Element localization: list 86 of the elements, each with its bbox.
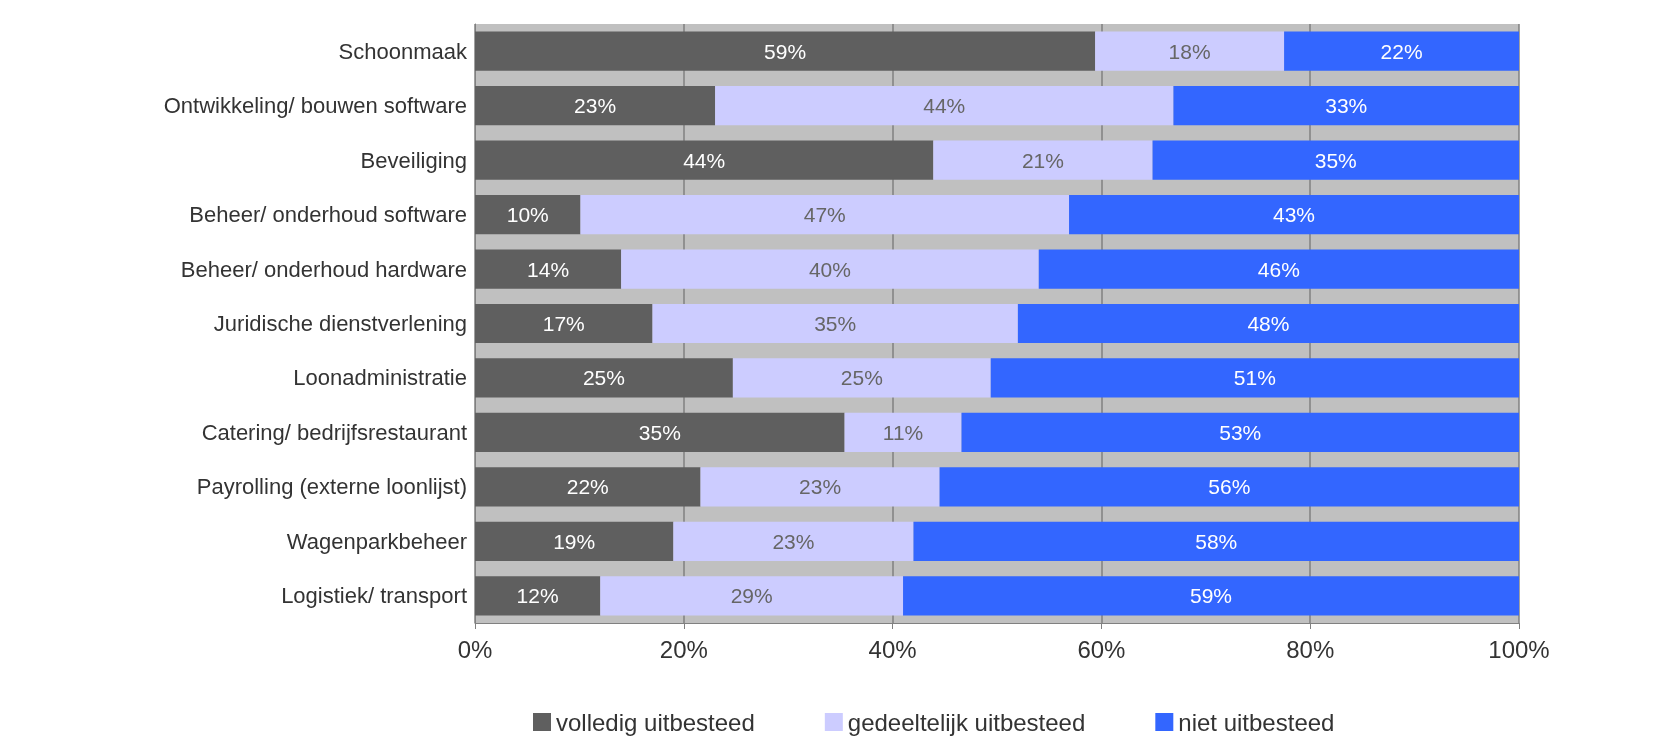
bar	[673, 521, 914, 561]
bar	[580, 194, 1070, 235]
bar	[1017, 303, 1519, 344]
data-label: 47%	[803, 203, 846, 227]
data-label: 18%	[1168, 39, 1211, 63]
data-label: 35%	[814, 312, 857, 335]
legend-label: volledig uitbesteed	[556, 708, 755, 736]
bar	[933, 140, 1153, 180]
data-label: 29%	[730, 584, 773, 608]
y-tick-label: Schoonmaak	[338, 38, 468, 64]
data-label: 44%	[683, 148, 726, 172]
data-label: 22%	[566, 475, 609, 499]
data-label: 22%	[1380, 39, 1423, 63]
bar	[913, 521, 1519, 561]
bar	[475, 521, 674, 561]
data-label: 33%	[1325, 94, 1368, 118]
data-label: 25%	[840, 366, 883, 390]
data-label: 56%	[1208, 475, 1251, 499]
data-label: 35%	[638, 420, 681, 444]
y-tick-label: Wagenparkbeheer	[286, 528, 467, 554]
bar	[1152, 140, 1519, 180]
bar	[652, 303, 1018, 344]
data-label: 23%	[574, 94, 617, 118]
data-label: 21%	[1021, 148, 1064, 172]
bar	[475, 86, 716, 126]
bar	[475, 140, 934, 180]
data-label: 58%	[1195, 529, 1238, 553]
data-label: 44%	[923, 94, 966, 118]
bar	[475, 31, 1096, 71]
data-label: 48%	[1247, 312, 1290, 335]
y-tick-label: Payrolling (externe loonlijst)	[196, 474, 467, 500]
bar	[700, 467, 940, 507]
bar	[732, 358, 991, 398]
y-tick-label: Logistiek/ transport	[281, 583, 467, 609]
x-tick-label: 20%	[659, 635, 708, 663]
y-tick-label: Beheer/ onderhoud software	[189, 202, 467, 228]
bar	[621, 249, 1039, 289]
data-label: 59%	[1190, 584, 1233, 608]
data-label: 51%	[1233, 366, 1276, 390]
y-tick-label: Beveiliging	[360, 147, 467, 173]
data-label: 11%	[882, 420, 924, 444]
data-label: 46%	[1257, 257, 1300, 281]
data-label: 12%	[516, 584, 559, 608]
data-label: 17%	[542, 312, 585, 335]
bar	[990, 358, 1519, 398]
bar	[939, 467, 1519, 507]
y-tick-label: Beheer/ onderhoud hardware	[180, 256, 467, 282]
x-tick-label: 60%	[1077, 635, 1126, 663]
bar	[475, 303, 653, 344]
x-tick-label: 100%	[1488, 635, 1550, 663]
bar	[1173, 86, 1519, 126]
x-tick-label: 40%	[868, 635, 917, 663]
data-label: 23%	[772, 529, 815, 553]
bar	[475, 358, 733, 398]
data-label: 19%	[553, 529, 596, 553]
bar	[903, 576, 1519, 616]
data-label: 23%	[799, 475, 842, 499]
data-label: 25%	[582, 366, 625, 390]
bar	[715, 86, 1174, 126]
x-tick-label: 80%	[1286, 635, 1335, 663]
bar	[1284, 31, 1519, 71]
bar	[475, 412, 845, 453]
data-label: 40%	[808, 257, 851, 281]
bar	[1069, 194, 1519, 235]
y-tick-label: Juridische dienstverlening	[213, 311, 467, 336]
data-label: 59%	[764, 39, 807, 63]
x-tick-label: 0%	[457, 635, 493, 663]
bar	[475, 249, 622, 289]
bar	[475, 467, 701, 507]
bar	[1038, 249, 1519, 289]
bar	[475, 194, 581, 235]
bar	[961, 412, 1519, 453]
y-tick-label: Ontwikkeling/ bouwen software	[163, 93, 467, 119]
data-label: 10%	[506, 203, 549, 227]
legend-label: niet uitbesteed	[1178, 708, 1335, 736]
data-label: 14%	[527, 257, 570, 281]
y-tick-label: Loonadministratie	[293, 365, 467, 391]
bar	[844, 412, 962, 453]
bar	[1095, 31, 1285, 71]
y-tick-label: Catering/ bedrijfsrestaurant	[201, 419, 467, 445]
data-label: 43%	[1273, 203, 1316, 227]
bar	[475, 576, 601, 616]
bar	[600, 576, 904, 616]
data-label: 53%	[1219, 420, 1262, 444]
data-label: 35%	[1314, 148, 1357, 172]
legend-label: gedeeltelijk uitbesteed	[847, 708, 1086, 736]
